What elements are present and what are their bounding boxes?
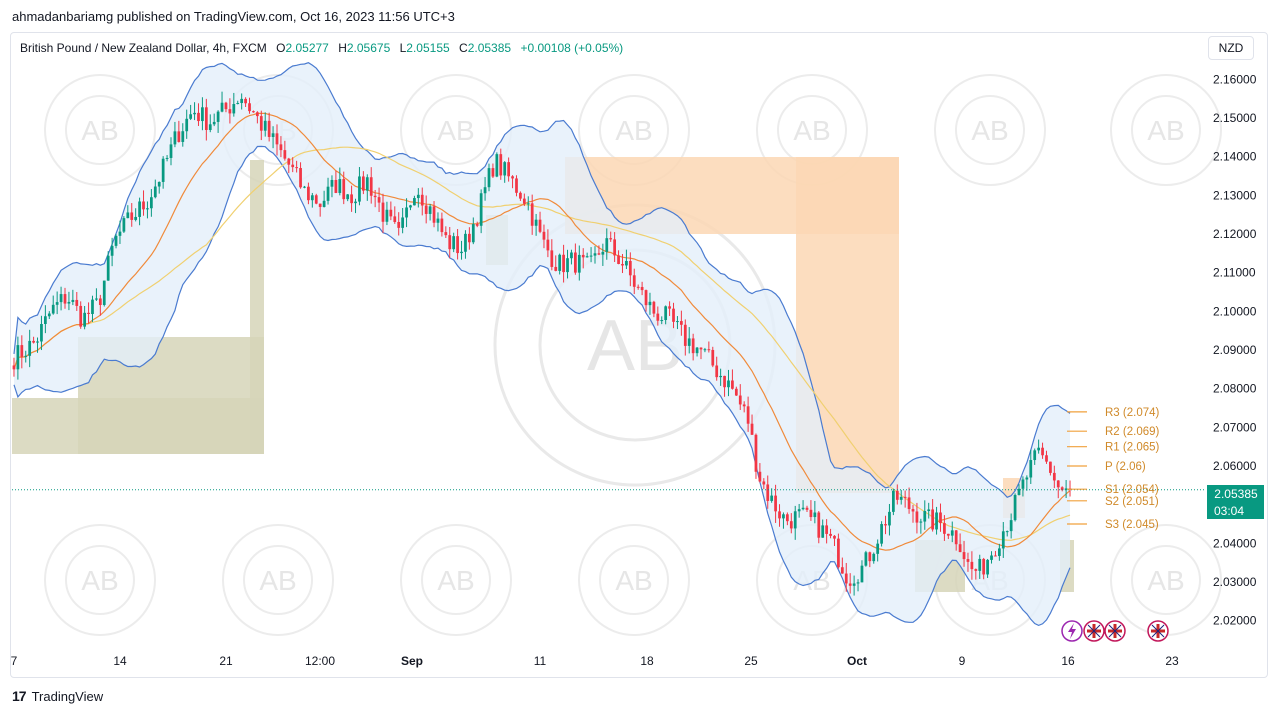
- footer: 17 TradingView: [12, 688, 103, 704]
- close-key: C: [459, 41, 468, 55]
- change-value: +0.00108 (+0.05%): [520, 41, 624, 55]
- brand-label: TradingView: [31, 688, 104, 704]
- open-key: O: [276, 41, 286, 55]
- high-value: 2.05675: [346, 41, 391, 55]
- chart-legend: British Pound / New Zealand Dollar, 4h, …: [20, 41, 623, 55]
- low-value: 2.05155: [406, 41, 450, 55]
- tradingview-logo-icon: 17: [12, 688, 27, 704]
- symbol-label: British Pound / New Zealand Dollar, 4h, …: [20, 41, 267, 55]
- chart-panel: [10, 32, 1268, 678]
- open-value: 2.05277: [285, 41, 329, 55]
- low-key: L: [399, 41, 407, 55]
- currency-button[interactable]: NZD: [1208, 36, 1254, 60]
- close-value: 2.05385: [467, 41, 512, 55]
- high-key: H: [338, 41, 347, 55]
- published-line: ahmadanbariamg published on TradingView.…: [12, 9, 455, 24]
